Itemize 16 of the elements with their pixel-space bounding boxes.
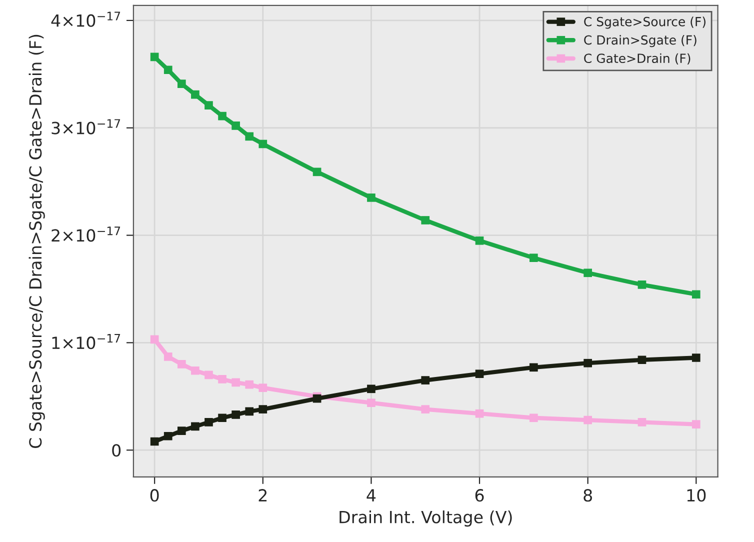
x-axis-title: Drain Int. Voltage (V) — [340, 510, 512, 527]
x-tick-label: 4 — [366, 489, 376, 502]
y-tick-label: 0 — [112, 444, 121, 457]
y-tick-label: 2×10$^{−17}$ — [52, 226, 120, 242]
x-tick-label: 10 — [687, 489, 706, 502]
x-tick-label: 2 — [258, 489, 267, 502]
legend-label: C Gate>Drain (F) — [584, 53, 690, 65]
y-axis-title: C Sgate>Source/C Drain>Sgate/C Gate>Drain (F) — [28, 34, 45, 448]
x-tick-label: 6 — [475, 489, 484, 502]
legend-label: C Sgate>Source (F) — [584, 16, 706, 29]
legend-label: C Drain>Sgate (F) — [584, 35, 696, 48]
x-tick-label: 0 — [150, 489, 159, 502]
x-tick-label: 8 — [584, 489, 592, 502]
y-tick-label: 1×10$^{−17}$ — [52, 334, 120, 350]
y-tick-label: 3×10$^{−17}$ — [52, 119, 120, 134]
y-tick-label: 4×10$^{−17}$ — [51, 12, 120, 27]
